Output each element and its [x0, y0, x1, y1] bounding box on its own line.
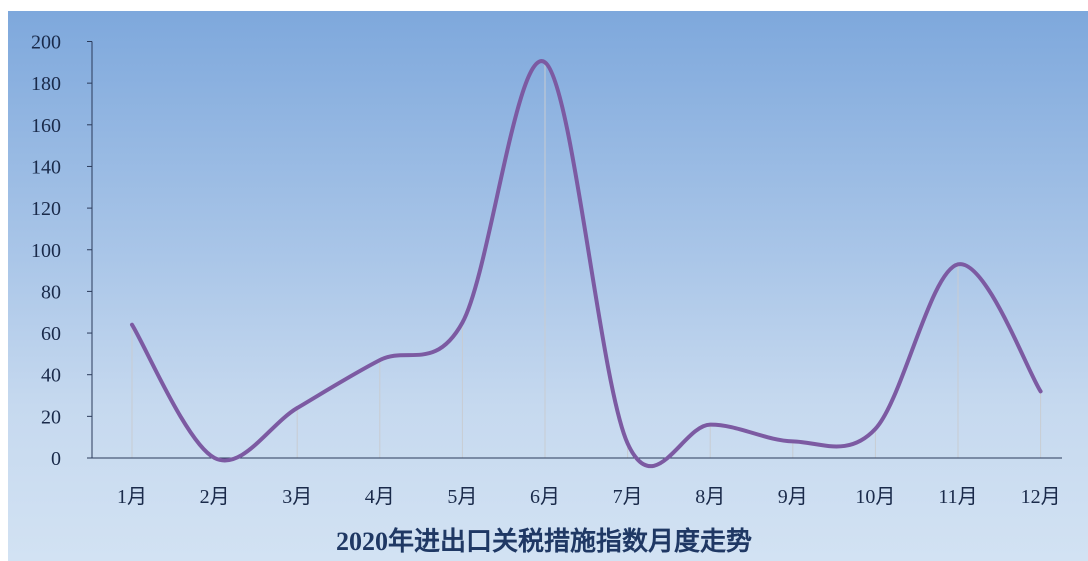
chart-title: 2020年进出口关税措施指数月度走势: [335, 527, 752, 556]
data-point: [956, 262, 960, 266]
x-tick-label: 4月: [365, 486, 395, 508]
data-point: [626, 441, 630, 445]
y-tick-label: 140: [31, 156, 61, 178]
x-tick-label: 12月: [1021, 486, 1061, 508]
x-tick-label: 2月: [200, 486, 230, 508]
x-tick-label: 11月: [938, 486, 977, 508]
x-tick-label: 5月: [447, 486, 477, 508]
y-tick-label: 100: [31, 240, 61, 262]
drop-lines: [131, 62, 1042, 458]
y-tick-label: 20: [41, 406, 61, 428]
y-tick-label: 180: [31, 73, 61, 95]
y-tick-label: 80: [41, 281, 61, 303]
y-axis-ticks: 0 20 40 60 80 100 120 140 160 180 200: [31, 32, 92, 470]
data-point: [1039, 389, 1043, 393]
data-point: [543, 60, 547, 64]
y-tick-label: 0: [51, 448, 61, 470]
x-tick-label: 1月: [117, 486, 147, 508]
data-point: [791, 439, 795, 443]
axes: [91, 41, 1062, 459]
series-line: [130, 59, 1043, 469]
y-tick-label: 200: [31, 32, 61, 54]
data-point: [378, 358, 382, 362]
y-tick-label: 60: [41, 323, 61, 345]
y-tick-label: 120: [31, 198, 61, 220]
data-point: [213, 456, 217, 460]
chart-background: [8, 11, 1088, 561]
data-point: [295, 406, 299, 410]
data-points: [130, 60, 1043, 460]
x-tick-label: 10月: [855, 486, 895, 508]
y-tick-label: 160: [31, 115, 61, 137]
x-tick-label: 8月: [695, 486, 725, 508]
x-tick-label: 9月: [778, 486, 808, 508]
x-tick-label: 6月: [530, 486, 560, 508]
x-tick-label: 7月: [613, 486, 643, 508]
x-axis-ticks: 1月 2月 3月 4月 5月 6月 7月 8月 9月 10月 11月 12月: [117, 486, 1061, 508]
data-point: [873, 427, 877, 431]
data-point: [708, 423, 712, 427]
x-tick-label: 3月: [282, 486, 312, 508]
data-point: [130, 323, 134, 327]
data-point: [460, 321, 464, 325]
y-tick-label: 40: [41, 365, 61, 387]
